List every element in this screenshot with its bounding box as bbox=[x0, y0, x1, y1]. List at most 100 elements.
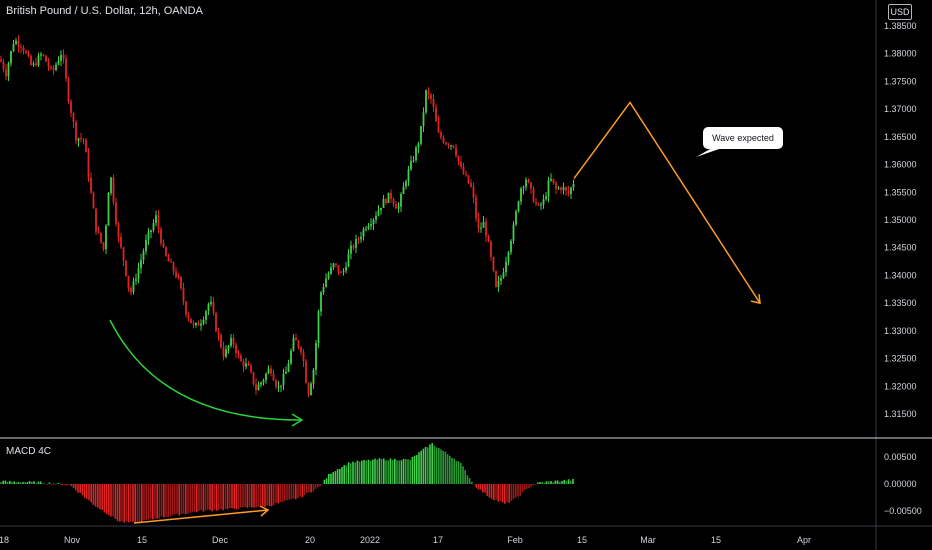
macd-bar bbox=[86, 484, 88, 499]
macd-bar bbox=[521, 484, 524, 493]
candle-body bbox=[340, 272, 342, 274]
macd-bar bbox=[499, 484, 502, 502]
candle-body bbox=[550, 178, 552, 181]
macd-bar bbox=[42, 483, 44, 484]
macd-bar bbox=[44, 483, 46, 485]
candle-body bbox=[102, 242, 105, 250]
macd-bar bbox=[290, 484, 293, 500]
macd-bar bbox=[193, 484, 196, 512]
candle-body bbox=[270, 368, 272, 374]
candle-body bbox=[280, 385, 282, 387]
macd-bar bbox=[376, 459, 378, 484]
candle-body bbox=[192, 323, 195, 326]
candle-body bbox=[560, 187, 562, 190]
candle-body bbox=[130, 288, 132, 293]
candle-body bbox=[112, 177, 115, 203]
macd-bar bbox=[211, 484, 213, 512]
candle-body bbox=[157, 215, 160, 229]
macd-bar bbox=[114, 484, 117, 519]
candle-body bbox=[417, 143, 420, 148]
candle-body bbox=[480, 227, 482, 229]
macd-bar bbox=[110, 484, 112, 517]
macd-bar bbox=[433, 445, 436, 484]
candle-body bbox=[487, 236, 490, 242]
macd-bar bbox=[90, 484, 92, 503]
time-tick-label: 17 bbox=[433, 535, 443, 545]
candle-body bbox=[20, 46, 22, 48]
macd-bar bbox=[422, 448, 425, 484]
macd-bar bbox=[213, 484, 216, 510]
macd-bar bbox=[22, 481, 24, 484]
candle-body bbox=[42, 54, 45, 56]
macd-bar bbox=[490, 484, 493, 499]
macd-bar bbox=[185, 484, 187, 514]
candle-body bbox=[252, 372, 255, 385]
macd-bar bbox=[361, 460, 363, 484]
macd-bar bbox=[273, 484, 275, 506]
macd-bar bbox=[319, 484, 321, 487]
candle-body bbox=[207, 304, 210, 312]
macd-bar bbox=[4, 480, 7, 484]
candle-body bbox=[225, 349, 227, 357]
candle-body bbox=[97, 231, 100, 233]
macd-bar bbox=[26, 482, 29, 484]
candle-body bbox=[0, 59, 2, 62]
candle-body bbox=[250, 365, 252, 373]
candle-body bbox=[80, 138, 82, 140]
macd-bar bbox=[37, 481, 40, 484]
macd-bar bbox=[526, 484, 528, 489]
macd-bar bbox=[457, 461, 460, 484]
macd-bar bbox=[134, 484, 136, 524]
macd-bar bbox=[174, 484, 176, 515]
macd-bar bbox=[275, 484, 277, 504]
macd-bar bbox=[523, 484, 526, 491]
candle-body bbox=[492, 257, 495, 272]
macd-bar bbox=[299, 484, 301, 497]
candle-body bbox=[450, 145, 452, 147]
macd-bar bbox=[539, 481, 541, 484]
macd-bar bbox=[570, 480, 572, 484]
macd-bar bbox=[537, 482, 539, 484]
candle-body bbox=[495, 271, 497, 287]
macd-bar bbox=[493, 484, 495, 501]
macd-bar bbox=[28, 481, 31, 484]
macd-bar bbox=[136, 484, 139, 522]
macd-bar bbox=[75, 484, 77, 491]
macd-bar bbox=[240, 484, 242, 508]
currency-badge[interactable]: USD bbox=[888, 4, 912, 20]
candle-body bbox=[137, 268, 140, 280]
candle-body bbox=[515, 211, 517, 225]
candle-body bbox=[370, 224, 372, 227]
candle-body bbox=[292, 337, 295, 351]
macd-pane bbox=[0, 443, 574, 524]
candle-body bbox=[197, 322, 200, 326]
macd-bar bbox=[149, 484, 152, 519]
candle-body bbox=[212, 301, 215, 314]
macd-bar bbox=[132, 484, 134, 522]
candle-body bbox=[150, 230, 152, 233]
candle-body bbox=[455, 147, 457, 156]
macd-bar bbox=[389, 458, 392, 484]
candle-body bbox=[152, 223, 155, 231]
candle-body bbox=[527, 179, 530, 183]
candle-body bbox=[432, 98, 435, 108]
candle-body bbox=[400, 193, 402, 207]
macd-bar bbox=[229, 484, 231, 509]
candle-body bbox=[457, 155, 460, 162]
macd-bar bbox=[424, 446, 427, 484]
macd-bar bbox=[336, 469, 339, 484]
macd-bar bbox=[418, 452, 420, 484]
macd-bar bbox=[310, 484, 312, 493]
macd-bar bbox=[411, 457, 414, 484]
candle-body bbox=[110, 177, 112, 194]
candle-body bbox=[257, 384, 260, 391]
candle-body bbox=[195, 322, 197, 326]
macd-bar bbox=[94, 484, 97, 507]
candle-body bbox=[475, 197, 477, 219]
candle-body bbox=[217, 331, 220, 336]
candle-body bbox=[10, 51, 12, 64]
candle-body bbox=[55, 64, 57, 70]
macd-bar bbox=[488, 484, 491, 498]
